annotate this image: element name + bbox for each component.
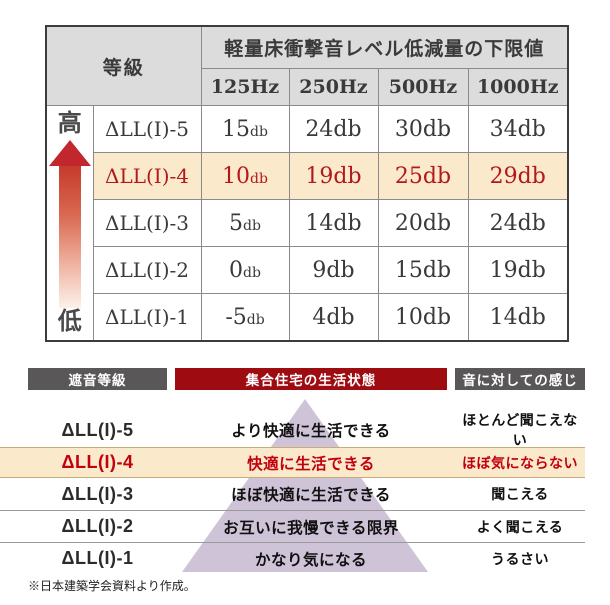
- impact-table-body: 高低 ΔLL(I)-5 15db 24db 30db 34db ΔLL(I)-4 10db 19…: [45, 105, 569, 342]
- grade-label: ΔLL(I)-2: [61, 516, 134, 536]
- comfort-row: ΔLL(I)-1 かなり気になる うるさい: [0, 542, 585, 574]
- comfort-row: ΔLL(I)-4 快適に生活できる ほぼ気にならない: [0, 447, 585, 478]
- header-bar-grade: 遮音等級: [28, 368, 167, 390]
- value-cell: 34db: [467, 105, 569, 153]
- comfort-row: ΔLL(I)-5 より快適に生活できる ほとんど聞こえない: [0, 390, 585, 448]
- value-cell: 4db: [288, 293, 379, 342]
- value-cell: 9db: [288, 246, 379, 294]
- freq-header-250hz: 250Hz: [288, 68, 379, 106]
- header-bar-living: 集合住宅の生活状態: [175, 368, 447, 390]
- sound-perception: ほとんど聞こえない: [462, 412, 578, 448]
- grade-label: ΔLL(I)-4: [61, 452, 134, 472]
- sound-perception: うるさい: [491, 550, 549, 567]
- comfort-row: ΔLL(I)-3 ほぼ快適に生活できる 聞こえる: [0, 478, 585, 510]
- table-row: ΔLL(I)-2 0db 9db 15db 19db: [46, 246, 569, 294]
- table-title-header: 軽量床衝撃音レベル低減量の下限値: [200, 25, 569, 69]
- value-cell: 30db: [377, 105, 469, 153]
- table-row: ΔLL(I)-3 5db 14db 20db 24db: [46, 199, 569, 247]
- axis-low-label: 低: [57, 308, 82, 335]
- axis-high-label: 高: [57, 110, 82, 137]
- comfort-section: 遮音等級 集合住宅の生活状態 音に対しての感じ ΔLL(I)-5 より快適に生活で…: [0, 368, 610, 605]
- value-cell: 29db: [467, 152, 569, 200]
- up-arrow-icon: [48, 140, 91, 308]
- grade-column-header: 等級: [45, 25, 202, 106]
- comfort-row: ΔLL(I)-2 お互いに我慢できる限界 よく聞こえる: [0, 510, 585, 542]
- grade-label: ΔLL(I)-5: [61, 419, 134, 440]
- frequency-header-row: 125Hz 250Hz 500Hz 1000Hz: [46, 68, 569, 106]
- grade-label: ΔLL(I)-5: [92, 105, 202, 153]
- sound-perception: よく聞こえる: [476, 518, 564, 535]
- living-condition: かなり気になる: [254, 551, 367, 569]
- grade-label: ΔLL(I)-4: [92, 152, 202, 200]
- impact-sound-table: 等級 軽量床衝撃音レベル低減量の下限値 125Hz 250Hz 500Hz 10…: [45, 25, 569, 342]
- value-cell: 25db: [377, 152, 469, 200]
- arrow-body: [58, 166, 81, 308]
- freq-header-125hz: 125Hz: [200, 68, 290, 106]
- header-bar-feeling: 音に対しての感じ: [455, 368, 585, 390]
- freq-header-500hz: 500Hz: [377, 68, 469, 106]
- value-cell: 19db: [288, 152, 379, 200]
- value-cell: 14db: [467, 293, 569, 342]
- comfort-header-bars: 遮音等級 集合住宅の生活状態 音に対しての感じ: [0, 368, 610, 390]
- value-cell: 19db: [467, 246, 569, 294]
- value-cell: 20db: [377, 199, 469, 247]
- living-condition: 快適に生活できる: [247, 455, 375, 473]
- sound-perception: ほぼ気にならない: [462, 454, 578, 471]
- value-cell: -5db: [200, 293, 290, 342]
- grade-label: ΔLL(I)-1: [92, 293, 202, 342]
- value-cell: 14db: [288, 199, 379, 247]
- sound-perception: 聞こえる: [491, 486, 549, 502]
- comfort-rows: ΔLL(I)-5 より快適に生活できる ほとんど聞こえない ΔLL(I)-4 快適に生活…: [0, 390, 610, 574]
- grade-label: ΔLL(I)-3: [61, 483, 134, 504]
- level-axis: 高低: [45, 105, 94, 342]
- table-row: 高低 ΔLL(I)-5 15db 24db 30db 34db: [45, 105, 569, 342]
- value-cell: 10db: [377, 293, 469, 342]
- table-row: ΔLL(I)-4 10db 19db 25db 29db: [46, 152, 569, 200]
- value-cell: 24db: [288, 105, 379, 153]
- living-condition: お互いに我慢できる限界: [223, 519, 399, 537]
- value-cell: 24db: [467, 199, 569, 247]
- value-cell: 0db: [200, 246, 290, 294]
- value-cell: 10db: [200, 152, 290, 200]
- footnote: ※日本建築学会資料より作成。: [28, 579, 196, 593]
- grade-label: ΔLL(I)-1: [61, 548, 134, 568]
- value-cell: 15db: [200, 105, 290, 153]
- table-row: ΔLL(I)-1 -5db 4db 10db 14db: [46, 293, 569, 342]
- value-cell: 5db: [200, 199, 290, 247]
- living-condition: ほぼ快適に生活できる: [231, 487, 391, 504]
- freq-header-1000hz: 1000Hz: [467, 68, 569, 106]
- arrow-head: [48, 140, 91, 166]
- living-condition: より快適に生活できる: [231, 423, 391, 440]
- value-cell: 15db: [377, 246, 469, 294]
- grade-label: ΔLL(I)-3: [92, 199, 202, 247]
- grade-label: ΔLL(I)-2: [92, 246, 202, 294]
- pyramid-shape: [182, 399, 428, 572]
